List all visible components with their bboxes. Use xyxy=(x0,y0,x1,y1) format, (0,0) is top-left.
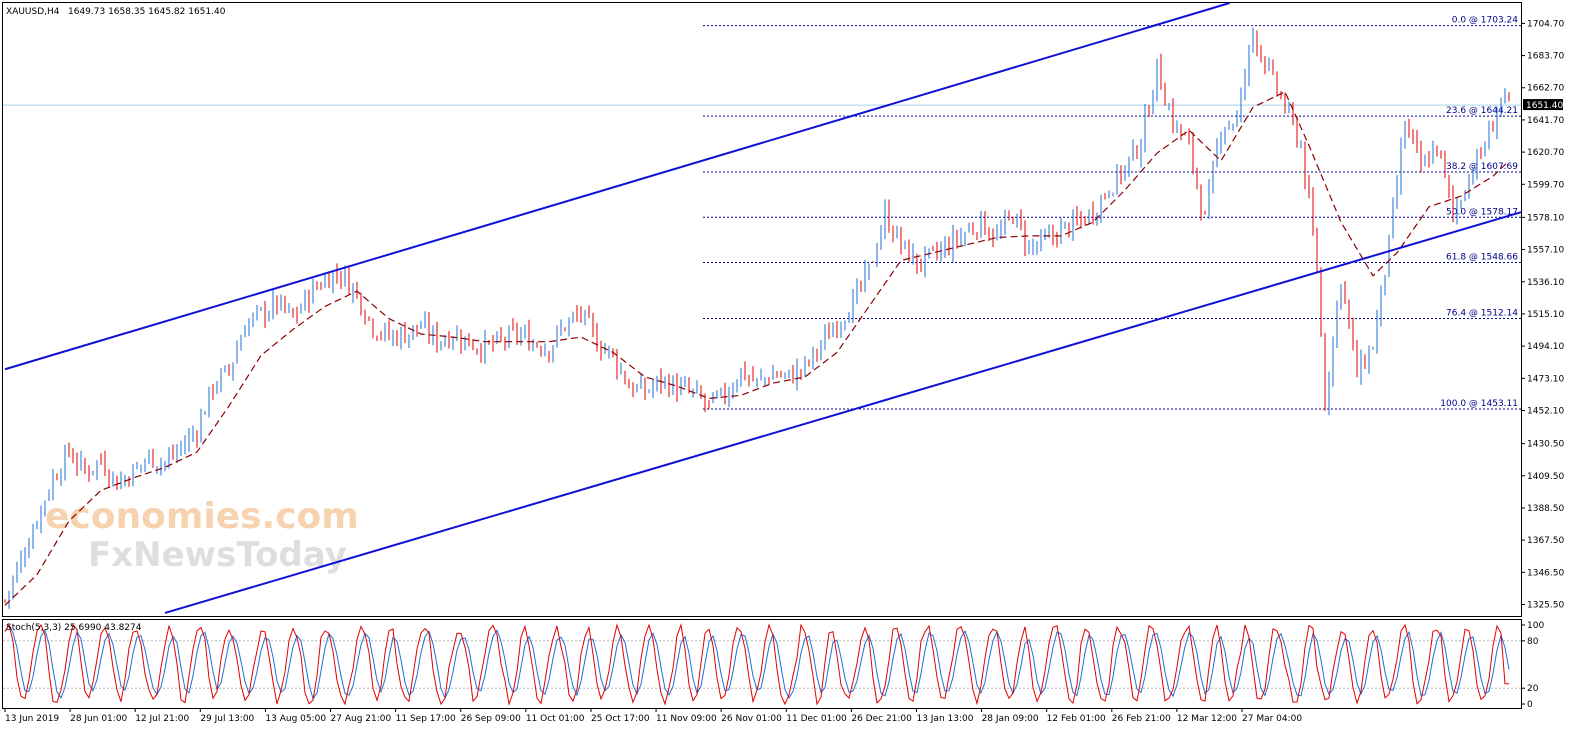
moving-average-line xyxy=(4,91,1510,606)
price-tick-label: 1388.50 xyxy=(1527,504,1564,514)
time-tick-label: 26 Dec 21:00 xyxy=(851,714,912,724)
time-tick-label: 11 Nov 09:00 xyxy=(656,714,717,724)
time-tick-label: 13 Jun 2019 xyxy=(5,714,59,724)
watermark-brand-2: FxNewsToday xyxy=(88,535,347,575)
stoch-tick-label: 0 xyxy=(1527,700,1533,710)
time-tick-label: 25 Oct 17:00 xyxy=(591,714,650,724)
price-tick-label: 1452.10 xyxy=(1527,406,1564,416)
price-tick-label: 1515.10 xyxy=(1527,310,1564,320)
stochastic-panel: 100 80 20 0 xyxy=(3,621,1544,710)
time-tick-label: 29 Jul 13:00 xyxy=(200,714,254,724)
watermark: economies.com FxNewsToday xyxy=(45,496,359,575)
time-tick-label: 11 Oct 01:00 xyxy=(526,714,585,724)
price-tick-label: 1641.70 xyxy=(1527,116,1564,126)
time-tick-label: 11 Sep 17:00 xyxy=(396,714,456,724)
stoch-main-line xyxy=(4,623,1509,706)
fib-label: 100.0 @ 1453.11 xyxy=(1440,399,1518,409)
time-tick-label: 26 Nov 01:00 xyxy=(721,714,782,724)
time-tick-label: 11 Dec 01:00 xyxy=(786,714,847,724)
price-tick-label: 1683.70 xyxy=(1527,52,1564,62)
time-tick-label: 13 Aug 05:00 xyxy=(265,714,326,724)
fib-label: 0.0 @ 1703.24 xyxy=(1452,16,1519,26)
price-tick-label: 1599.70 xyxy=(1527,180,1564,190)
price-tick-label: 1620.70 xyxy=(1527,148,1564,158)
fib-label: 76.4 @ 1512.14 xyxy=(1446,308,1518,318)
fib-label: 38.2 @ 1607.69 xyxy=(1446,162,1518,172)
current-price-label: 1651.40 xyxy=(1526,101,1563,111)
time-tick-label: 26 Sep 09:00 xyxy=(461,714,521,724)
price-tick-label: 1367.50 xyxy=(1527,536,1564,546)
price-tick-label: 1578.10 xyxy=(1527,213,1564,223)
ohlc-readout: 1649.73 1658.35 1645.82 1651.40 xyxy=(68,7,226,17)
time-tick-label: 13 Jan 13:00 xyxy=(916,714,973,724)
watermark-brand-1: economies.com xyxy=(45,496,359,537)
time-tick-label: 28 Jun 01:00 xyxy=(70,714,127,724)
time-tick-label: 27 Mar 04:00 xyxy=(1242,714,1302,724)
price-tick-label: 1536.10 xyxy=(1527,278,1564,288)
time-tick-label: 27 Aug 21:00 xyxy=(331,714,392,724)
price-tick-label: 1409.50 xyxy=(1527,472,1564,482)
time-tick-label: 12 Jul 21:00 xyxy=(135,714,189,724)
price-tick-label: 1494.10 xyxy=(1527,342,1564,352)
time-tick-label: 26 Feb 21:00 xyxy=(1112,714,1171,724)
time-axis: 13 Jun 2019 28 Jun 01:00 12 Jul 21:00 29 Ju… xyxy=(4,708,1302,724)
current-price-tag: 1651.40 xyxy=(1523,99,1563,111)
trend-channel[interactable] xyxy=(4,2,1522,614)
price-tick-label: 1430.50 xyxy=(1527,440,1564,450)
price-tick-label: 1473.10 xyxy=(1527,374,1564,384)
symbol-label: XAUUSD,H4 xyxy=(6,7,60,17)
price-tick-label: 1325.50 xyxy=(1527,601,1564,611)
price-tick-label: 1557.10 xyxy=(1527,246,1564,256)
channel-upper-line[interactable] xyxy=(4,2,1230,371)
fib-label: 61.8 @ 1548.66 xyxy=(1446,253,1518,263)
stoch-title: Stoch(5,3,3) 25.6990 43.8274 xyxy=(6,623,142,633)
time-tick-label: 28 Jan 09:00 xyxy=(982,714,1039,724)
price-axis: 1704.70 1683.70 1662.70 1641.70 1620.70 1599.… xyxy=(1521,19,1564,611)
time-tick-label: 12 Feb 01:00 xyxy=(1047,714,1106,724)
channel-lower-line[interactable] xyxy=(164,211,1522,614)
price-tick-label: 1704.70 xyxy=(1527,19,1564,29)
price-tick-label: 1662.70 xyxy=(1527,84,1564,94)
stoch-tick-label: 100 xyxy=(1527,621,1544,631)
stoch-tick-label: 80 xyxy=(1527,637,1539,647)
candles xyxy=(4,27,1510,609)
price-tick-label: 1346.50 xyxy=(1527,568,1564,578)
fib-label: 50.0 @ 1578.17 xyxy=(1446,207,1518,217)
fibonacci-levels: 0.0 @ 1703.24 23.6 @ 1644.21 38.2 @ 1607.6… xyxy=(703,16,1521,410)
stoch-tick-label: 20 xyxy=(1527,684,1539,694)
time-tick-label: 12 Mar 12:00 xyxy=(1177,714,1237,724)
fib-label: 23.6 @ 1644.21 xyxy=(1446,106,1518,116)
